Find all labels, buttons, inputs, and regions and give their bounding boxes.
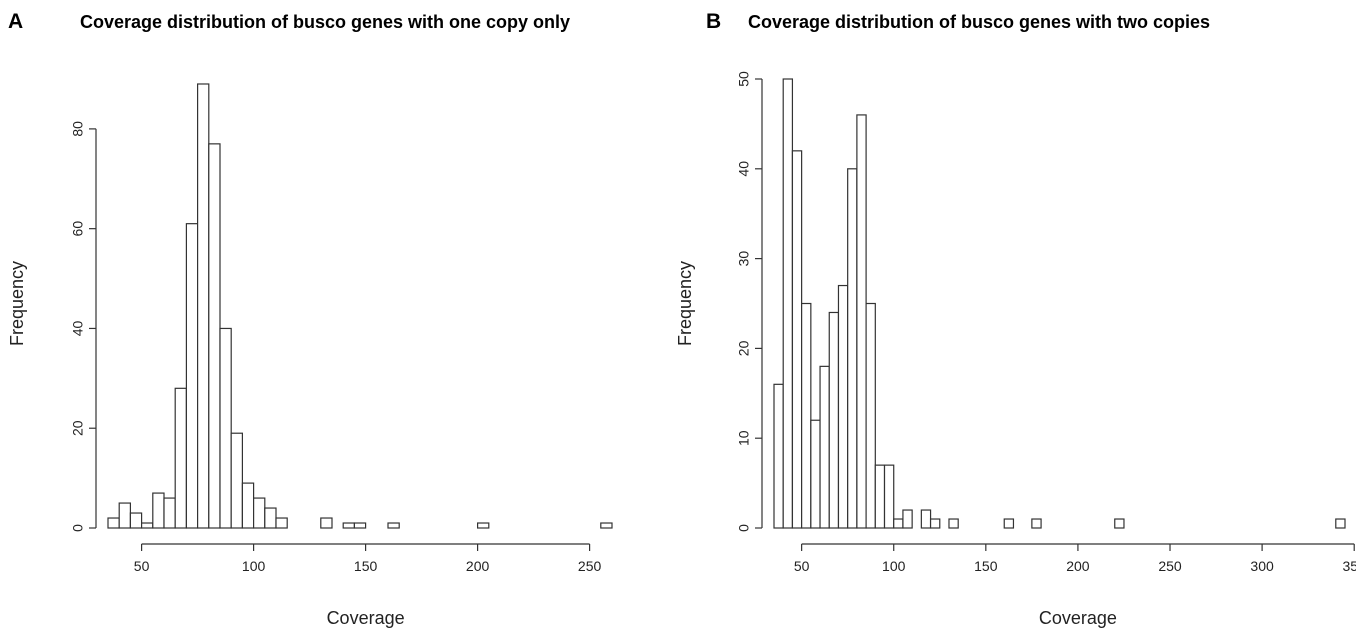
histogram-a: 50 100 150 200 250 0 20 40 60 80 Coverage Frequency (7, 83, 613, 628)
histogram-bar (253, 497, 266, 529)
x-tick-label: 300 (1250, 558, 1274, 574)
x-tick-label: 100 (882, 558, 906, 574)
histogram-bar (929, 518, 941, 529)
histogram-bar (847, 168, 858, 529)
histogram-bar (320, 517, 333, 529)
histogram-bar (600, 522, 613, 529)
histogram-bar (1003, 518, 1015, 529)
y-tick-label: 60 (70, 221, 86, 237)
chart-title-a: Coverage distribution of busco genes wit… (80, 12, 571, 32)
y-tick-label: 10 (736, 430, 752, 446)
histogram-bar (174, 387, 187, 529)
x-tick-label: 150 (354, 558, 378, 574)
histogram-bar (801, 302, 812, 529)
histogram-bar (810, 419, 821, 529)
panel-a: A Coverage distribution of busco genes w… (7, 10, 613, 628)
x-tick-label: 50 (134, 558, 150, 574)
x-axis-label: Coverage (327, 608, 405, 628)
histogram-bar (275, 517, 288, 529)
x-tick-label: 150 (974, 558, 998, 574)
y-tick-label: 20 (70, 420, 86, 436)
x-axis-label: Coverage (1039, 608, 1117, 628)
panel-letter-b: B (706, 10, 722, 33)
y-tick-label: 20 (736, 340, 752, 356)
histogram-bar (874, 464, 886, 529)
histogram-bar (856, 114, 867, 529)
histogram-bar (118, 502, 131, 529)
panel-b: B Coverage distribution of busco genes w… (675, 0, 1356, 628)
x-tick-label: 50 (794, 558, 810, 574)
histogram-bar (129, 512, 143, 529)
histogram-bar (1335, 518, 1346, 529)
histogram-bar (828, 311, 840, 529)
histogram-b: 50 100 150 200 250 300 350 0 10 20 30 40 50 Coverage F… (675, 71, 1356, 628)
panel-letter-a: A (8, 10, 24, 33)
chart-title-b: Coverage distribution of busco genes wit… (748, 12, 1211, 32)
histogram-bar (782, 78, 794, 529)
histogram-bar (197, 83, 210, 529)
y-tick-label: 40 (736, 161, 752, 177)
histogram-bar (791, 150, 803, 529)
histogram-bar (1031, 518, 1042, 529)
histogram-bar (163, 497, 176, 529)
y-tick-label: 50 (736, 71, 752, 87)
histogram-bar (883, 464, 895, 529)
histogram-bar (920, 509, 932, 529)
histogram-bar (208, 143, 221, 529)
y-axis-label: Frequency (675, 261, 695, 346)
histogram-bar (264, 507, 277, 529)
histogram-bar (837, 284, 849, 529)
histogram-bar (865, 302, 876, 529)
histogram-bar (819, 365, 830, 529)
x-tick-label: 250 (578, 558, 602, 574)
histogram-bar (185, 223, 199, 529)
histogram-bar (948, 518, 959, 529)
histogram-bar (773, 383, 784, 529)
histogram-bar (219, 327, 232, 529)
x-tick-label: 350 (1343, 558, 1356, 574)
x-tick-label: 100 (242, 558, 266, 574)
histogram-bar (477, 522, 490, 529)
x-tick-label: 250 (1158, 558, 1182, 574)
y-axis-label: Frequency (7, 261, 27, 346)
x-tick-label: 200 (1066, 558, 1090, 574)
histogram-bar (1114, 518, 1125, 529)
histogram-bar (342, 522, 356, 529)
histogram-bar (893, 518, 904, 529)
x-tick-label: 200 (466, 558, 490, 574)
histogram-bar (902, 509, 913, 529)
histogram-bar (152, 492, 165, 529)
y-tick-label: 0 (736, 524, 752, 532)
histogram-bar (241, 482, 255, 529)
histogram-bar (230, 432, 243, 529)
y-tick-label: 0 (70, 524, 86, 532)
histogram-bar (107, 517, 120, 529)
histogram-bar (387, 522, 400, 529)
histogram-bar (353, 522, 367, 529)
y-tick-label: 40 (70, 320, 86, 336)
histogram-bar (141, 522, 154, 529)
y-tick-label: 80 (70, 121, 86, 137)
y-tick-label: 30 (736, 251, 752, 267)
